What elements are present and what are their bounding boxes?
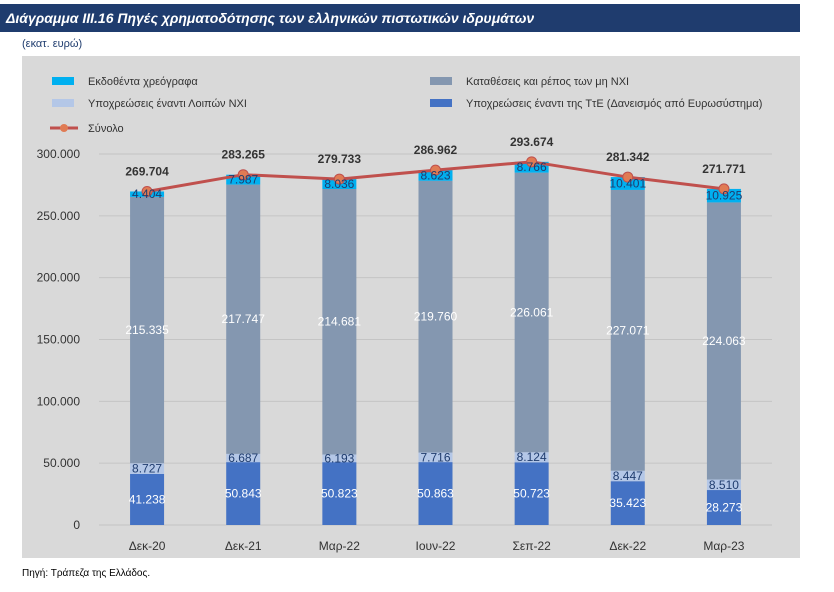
data-label-other-credit: 7.716: [420, 450, 450, 464]
bar-ecb: [322, 462, 357, 525]
label-layer: 41.238 8.727 215.335 4.404 50.843 6.687 217.74…: [125, 135, 746, 515]
total-point: [333, 173, 345, 185]
y-tick-label: 50.000: [43, 456, 80, 470]
y-tick-label: 200.000: [37, 271, 81, 285]
bar-other-credit: [418, 452, 453, 463]
data-label-deposits: 227.071: [606, 323, 650, 337]
x-tick-label: Δεκ-21: [225, 539, 262, 553]
bar-ecb: [226, 462, 261, 525]
x-tick-label: Δεκ-22: [609, 539, 646, 553]
bar-deposits: [130, 196, 165, 464]
data-label-ecb: 35.423: [609, 496, 646, 510]
x-tick-label: Σεπ-22: [512, 539, 551, 553]
data-label-ecb: 50.823: [321, 487, 358, 501]
total-label: 286.962: [414, 143, 458, 157]
bar-deposits: [418, 180, 453, 453]
legend-swatch-deposits: [430, 77, 452, 85]
data-label-other-credit: 8.510: [709, 478, 739, 492]
total-label: 281.342: [606, 150, 650, 164]
data-label-deposits: 215.335: [125, 323, 169, 337]
legend: Εκδοθέντα χρεόγραφα Καταθέσεις και ρέπος…: [50, 76, 762, 135]
data-label-deposits: 226.061: [510, 305, 554, 319]
data-label-other-credit: 8.727: [132, 462, 162, 476]
y-tick-label: 0: [73, 518, 80, 532]
y-tick-label: 150.000: [37, 333, 81, 347]
total-label: 293.674: [510, 135, 554, 149]
y-tick-label: 100.000: [37, 394, 81, 408]
bar-other-credit: [514, 452, 549, 463]
y-tick-label: 250.000: [37, 209, 81, 223]
bar-other-credit: [130, 463, 165, 475]
data-label-debt: 10.401: [609, 177, 646, 191]
legend-label-total: Σύνολο: [88, 123, 124, 135]
chart-title: Διάγραμμα III.16 Πηγές χρηματοδότησης τω…: [0, 4, 800, 32]
legend-swatch-debt: [52, 77, 74, 85]
legend-swatch-other-credit: [52, 99, 74, 107]
bar-other-credit: [226, 453, 261, 463]
data-label-debt: 8.623: [420, 168, 450, 182]
total-label: 279.733: [318, 152, 362, 166]
data-label-other-credit: 6.193: [324, 451, 354, 465]
bar-ecb: [706, 490, 741, 525]
legend-swatch-ecb: [430, 99, 452, 107]
data-label-ecb: 50.843: [225, 487, 262, 501]
legend-label-ecb: Υποχρεώσεις έναντι της ΤτΕ (Δανεισμός απ…: [466, 98, 762, 110]
data-label-debt: 7.987: [228, 173, 258, 187]
bar-layer: [130, 161, 741, 525]
data-label-ecb: 28.273: [706, 501, 743, 515]
x-tick-label: Ιουν-22: [416, 539, 456, 553]
bar-ecb: [130, 474, 165, 525]
total-label: 271.771: [702, 162, 746, 176]
bar-deposits: [322, 189, 357, 455]
bar-other-credit: [322, 454, 357, 463]
total-point: [622, 171, 634, 183]
data-label-other-credit: 8.447: [613, 469, 643, 483]
data-label-debt: 8.766: [517, 160, 547, 174]
data-label-other-credit: 8.124: [517, 450, 547, 464]
data-label-deposits: 224.063: [702, 334, 746, 348]
bar-deposits: [226, 184, 261, 454]
legend-label-deposits: Καταθέσεις και ρέπος των μη ΝΧΙ: [466, 76, 629, 88]
x-tick-label: Μαρ-22: [319, 539, 360, 553]
bar-deposits: [514, 172, 549, 453]
total-point: [141, 185, 153, 197]
total-label: 283.265: [222, 148, 266, 162]
chart-svg: Εκδοθέντα χρεόγραφα Καταθέσεις και ρέπος…: [37, 76, 772, 553]
total-label: 269.704: [125, 164, 169, 178]
data-label-deposits: 214.681: [318, 315, 362, 329]
data-label-ecb: 41.238: [129, 493, 166, 507]
legend-label-debt: Εκδοθέντα χρεόγραφα: [88, 76, 198, 88]
data-label-other-credit: 6.687: [228, 451, 258, 465]
bar-debt: [610, 177, 645, 190]
bar-other-credit: [706, 479, 741, 491]
bar-ecb: [610, 481, 645, 525]
legend-marker-total: [60, 124, 68, 132]
unit-label: (εκατ. ευρώ): [22, 38, 83, 50]
bar-deposits: [610, 189, 645, 471]
bar-ecb: [418, 462, 453, 525]
data-label-ecb: 50.863: [417, 487, 454, 501]
legend-label-other-credit: Υποχρεώσεις έναντι Λοιπών ΝΧΙ: [88, 98, 247, 110]
total-point: [526, 156, 538, 168]
bar-ecb: [514, 462, 549, 525]
total-point: [237, 169, 249, 181]
data-label-ecb: 50.723: [513, 487, 550, 501]
total-point: [430, 164, 441, 176]
bar-deposits: [706, 202, 741, 480]
data-label-deposits: 217.747: [222, 312, 266, 326]
data-label-debt: 10.925: [706, 189, 743, 203]
chart-area: Εκδοθέντα χρεόγραφα Καταθέσεις και ρέπος…: [22, 56, 800, 558]
data-label-deposits: 219.760: [414, 310, 458, 324]
total-line-layer: [141, 156, 730, 197]
bar-debt: [706, 188, 741, 203]
x-tick-label: Δεκ-20: [129, 539, 166, 553]
bar-other-credit: [610, 470, 645, 482]
x-tick-label: Μαρ-23: [703, 539, 744, 553]
y-tick-label: 300.000: [37, 147, 81, 161]
total-point: [718, 183, 730, 195]
data-label-debt: 8.036: [324, 177, 354, 191]
source-note: Πηγή: Τράπεζα της Ελλάδος.: [22, 568, 151, 579]
data-label-debt: 4.404: [132, 187, 162, 201]
